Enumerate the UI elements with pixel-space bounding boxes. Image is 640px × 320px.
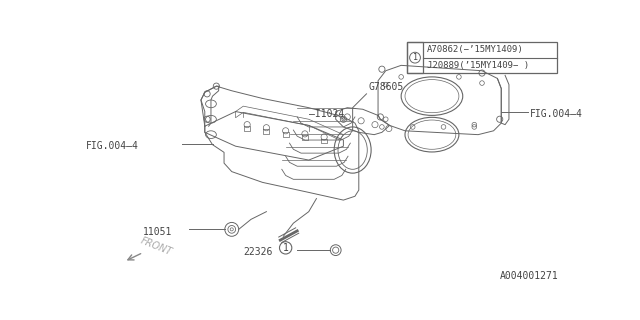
- Bar: [406, 42, 557, 73]
- Text: 1: 1: [413, 53, 417, 62]
- Text: FIG.004–4: FIG.004–4: [86, 141, 138, 151]
- Bar: [406, 42, 424, 73]
- Text: –I1024: –I1024: [308, 109, 344, 119]
- Text: G78605: G78605: [369, 82, 404, 92]
- Text: A004001271: A004001271: [500, 271, 559, 281]
- Text: 1: 1: [283, 243, 289, 253]
- Text: FRONT: FRONT: [140, 236, 174, 257]
- Text: A70862(−’15MY1409): A70862(−’15MY1409): [428, 45, 524, 54]
- Text: 11051: 11051: [143, 227, 173, 237]
- Text: 22326: 22326: [243, 247, 273, 258]
- Text: FIG.004–4: FIG.004–4: [530, 109, 582, 119]
- Text: J20889(’15MY1409− ): J20889(’15MY1409− ): [428, 61, 529, 70]
